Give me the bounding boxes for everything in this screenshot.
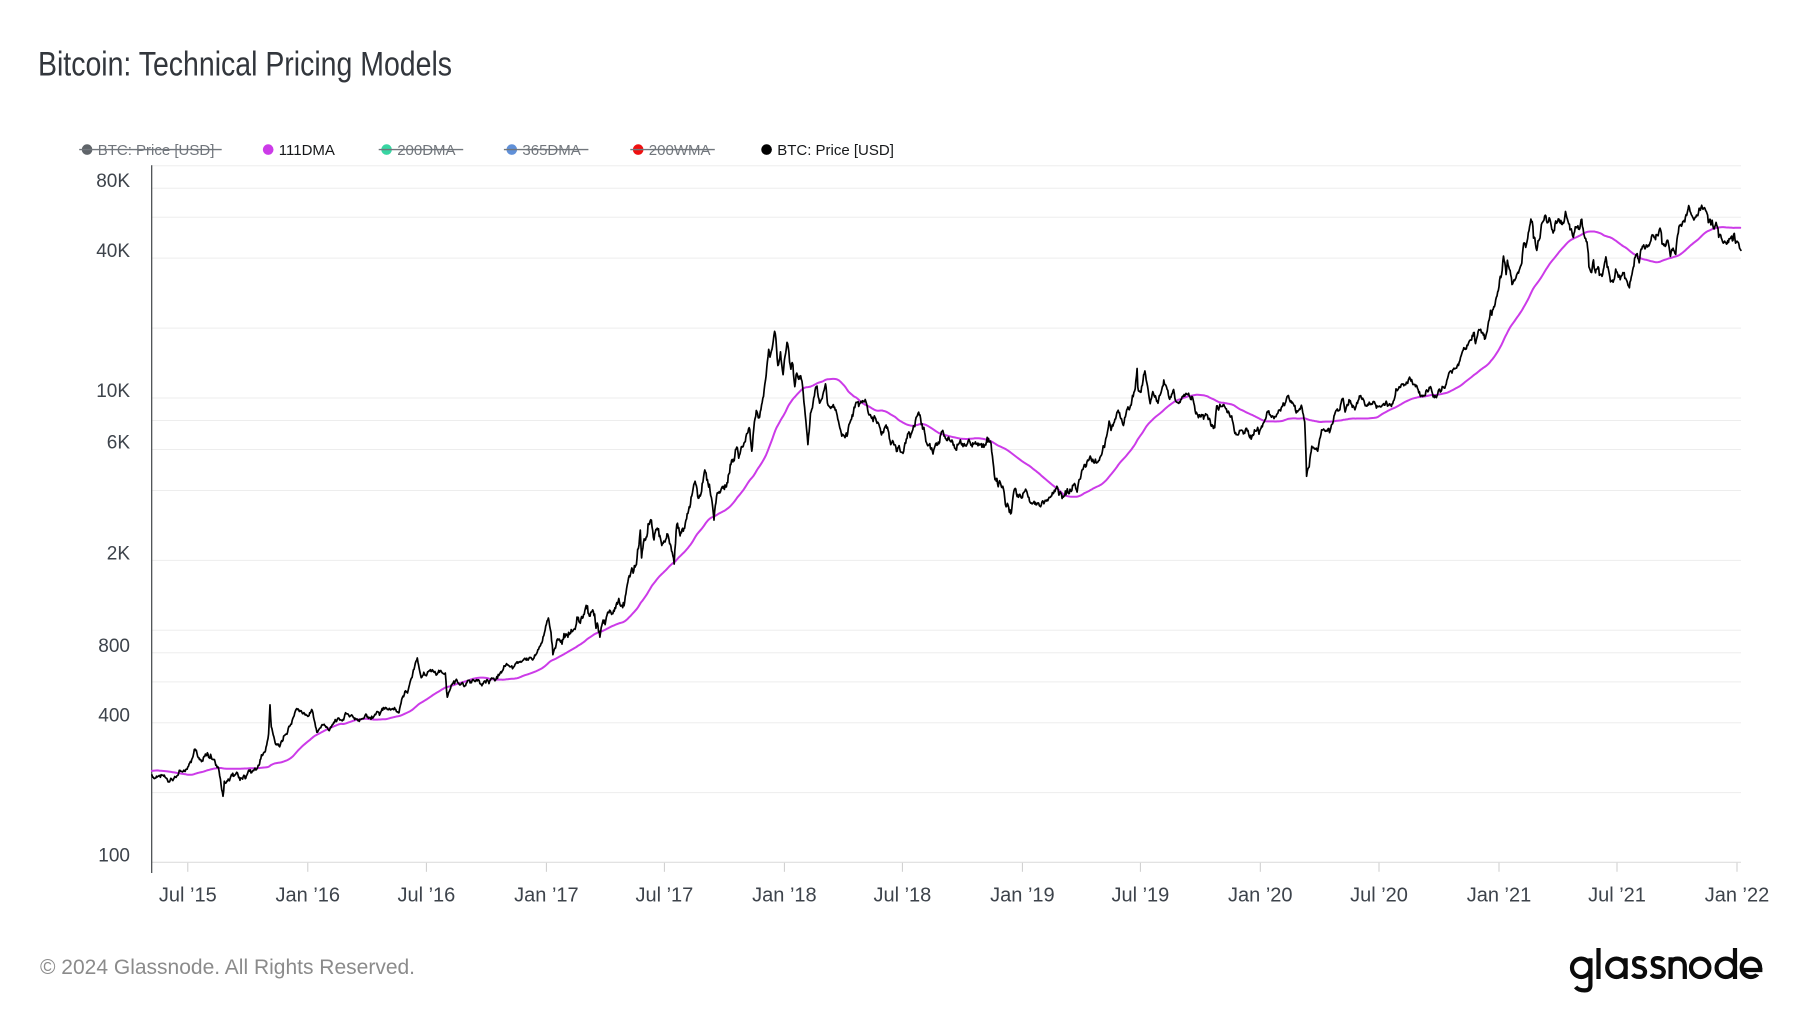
svg-text:2K: 2K — [107, 543, 131, 564]
svg-text:Jan ’21: Jan ’21 — [1467, 885, 1532, 907]
svg-text:Jul ’17: Jul ’17 — [635, 885, 693, 907]
svg-text:BTC: Price [USD]: BTC: Price [USD] — [98, 142, 215, 159]
svg-text:Jul ’20: Jul ’20 — [1350, 885, 1408, 907]
svg-text:400: 400 — [98, 706, 130, 727]
svg-text:800: 800 — [98, 636, 130, 657]
svg-text:Jul ’15: Jul ’15 — [159, 885, 217, 907]
svg-text:200WMA: 200WMA — [649, 142, 711, 159]
svg-text:Jan ’22: Jan ’22 — [1705, 885, 1770, 907]
svg-text:Jan ’19: Jan ’19 — [990, 885, 1055, 907]
svg-text:80K: 80K — [96, 171, 130, 192]
svg-text:Bitcoin: Technical Pricing Mod: Bitcoin: Technical Pricing Models — [38, 46, 452, 84]
svg-text:Jan ’16: Jan ’16 — [276, 885, 341, 907]
svg-text:Jul ’19: Jul ’19 — [1111, 885, 1169, 907]
svg-text:100: 100 — [98, 846, 130, 867]
svg-text:10K: 10K — [96, 381, 130, 402]
svg-text:Jan ’17: Jan ’17 — [514, 885, 579, 907]
svg-text:Jan ’20: Jan ’20 — [1228, 885, 1293, 907]
svg-text:Jul ’21: Jul ’21 — [1588, 885, 1646, 907]
svg-text:6K: 6K — [107, 433, 131, 454]
svg-text:365DMA: 365DMA — [522, 142, 580, 159]
svg-text:Jan ’18: Jan ’18 — [752, 885, 817, 907]
svg-text:Jul ’16: Jul ’16 — [397, 885, 455, 907]
svg-text:111DMA: 111DMA — [279, 142, 335, 159]
svg-text:© 2024 Glassnode. All Rights R: © 2024 Glassnode. All Rights Reserved. — [40, 956, 415, 979]
svg-text:40K: 40K — [96, 241, 130, 262]
svg-text:200DMA: 200DMA — [397, 142, 455, 159]
svg-text:Jul ’18: Jul ’18 — [873, 885, 931, 907]
svg-text:BTC: Price [USD]: BTC: Price [USD] — [777, 142, 894, 159]
